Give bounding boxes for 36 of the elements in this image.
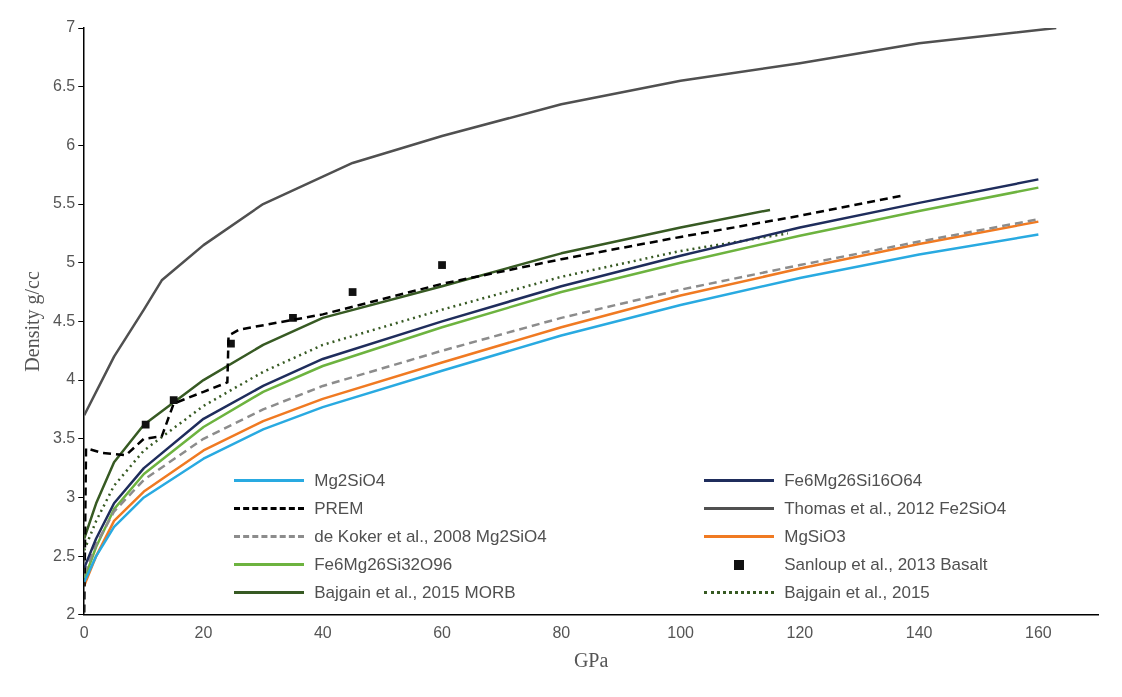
x-axis-title: GPa xyxy=(573,649,609,672)
y-tick-label: 3 xyxy=(66,487,76,505)
y-tick-label: 6.5 xyxy=(52,77,76,95)
x-tick-label: 140 xyxy=(905,623,933,641)
legend-label: de Koker et al., 2008 Mg2SiO4 xyxy=(314,526,547,547)
y-tick-label: 2 xyxy=(66,605,76,623)
legend-label: Bajgain et al., 2015 xyxy=(784,582,930,603)
y-tick-label: 4 xyxy=(66,370,76,388)
y-tick-label: 6 xyxy=(66,135,76,153)
y-tick-label: 5.5 xyxy=(52,194,76,212)
y-tick-label: 7 xyxy=(66,18,76,36)
legend-label: Mg2SiO4 xyxy=(314,470,386,491)
x-tick-label: 40 xyxy=(313,623,332,641)
x-tick-label: 60 xyxy=(433,623,452,641)
point xyxy=(438,261,446,269)
x-tick-label: 100 xyxy=(667,623,695,641)
legend-label: Fe6Mg26Si32O96 xyxy=(314,554,453,575)
x-tick-label: 120 xyxy=(786,623,814,641)
legend-label: PREM xyxy=(314,498,364,519)
legend-label: Fe6Mg26Si16O64 xyxy=(784,470,923,491)
legend-label: Sanloup et al., 2013 Basalt xyxy=(784,554,988,575)
legend-label: MgSiO3 xyxy=(784,526,846,547)
y-tick-label: 2.5 xyxy=(52,546,76,564)
y-axis-title: Density g/cc xyxy=(21,271,45,372)
legend-label: Thomas et al., 2012 Fe2SiO4 xyxy=(784,498,1007,519)
x-tick-label: 20 xyxy=(194,623,213,641)
point xyxy=(348,288,357,296)
y-tick-label: 5 xyxy=(66,253,76,271)
point xyxy=(169,396,178,404)
legend-label: Bajgain et al., 2015 MORB xyxy=(314,582,516,603)
x-tick-label: 0 xyxy=(79,623,89,641)
y-tick-label: 4.5 xyxy=(52,311,76,329)
x-tick-label: 80 xyxy=(552,623,571,641)
point xyxy=(141,420,150,429)
x-tick-label: 160 xyxy=(1025,623,1052,641)
y-tick-label: 3.5 xyxy=(52,429,76,447)
